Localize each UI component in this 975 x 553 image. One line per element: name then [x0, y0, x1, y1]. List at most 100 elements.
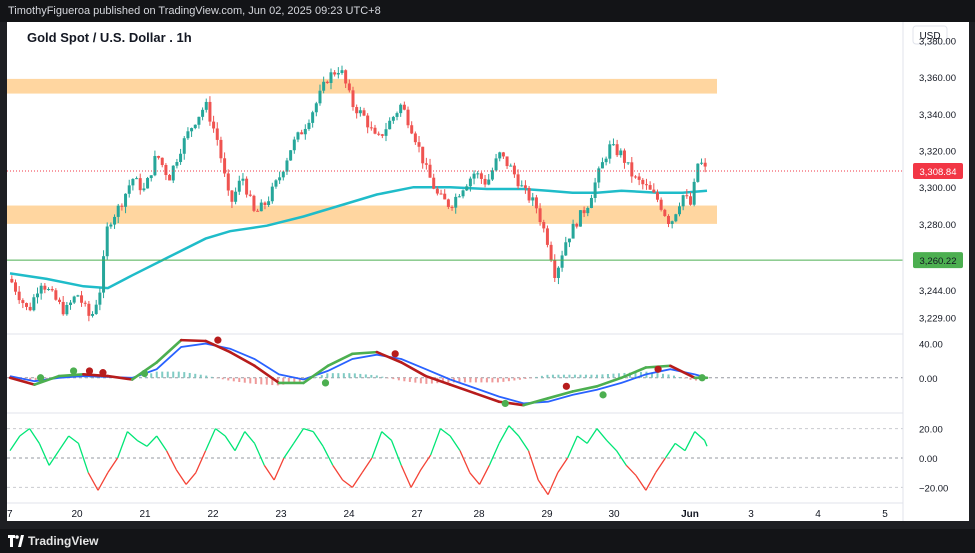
oscillator-pane[interactable]: [7, 336, 903, 408]
candle-body: [215, 128, 219, 140]
candle-body: [296, 132, 300, 140]
candle-body: [589, 197, 593, 209]
candle-body: [329, 72, 333, 83]
candle-body: [578, 210, 582, 227]
candle-body: [446, 199, 450, 207]
candle-body: [193, 124, 197, 129]
cross-marker[interactable]: [99, 369, 107, 377]
rsi-line-segment: [136, 439, 148, 447]
candle-body: [600, 162, 604, 169]
candle-body: [556, 267, 560, 278]
histogram-bar: [414, 377, 417, 383]
candle-body: [142, 188, 146, 191]
cross-marker[interactable]: [599, 391, 607, 399]
cross-marker[interactable]: [36, 374, 45, 382]
histogram-bar: [694, 377, 697, 381]
histogram-bar: [375, 375, 378, 378]
candle-body: [696, 163, 700, 182]
rsi-line-segment: [615, 450, 627, 466]
candle-body: [267, 201, 271, 206]
candle-body: [32, 297, 36, 311]
candle-body: [362, 110, 366, 116]
histogram-bar: [667, 374, 670, 378]
candle-body: [113, 216, 117, 225]
cross-marker[interactable]: [562, 382, 570, 390]
candle-body: [43, 285, 47, 290]
rsi-line-segment: [165, 450, 177, 471]
cross-marker[interactable]: [321, 379, 330, 387]
cross-marker[interactable]: [85, 367, 94, 375]
histogram-bar: [205, 375, 208, 378]
momentum-line-segment: [106, 374, 134, 381]
momentum-line-segment: [204, 339, 232, 354]
rsi-pane[interactable]: [7, 425, 903, 496]
rsi-line-segment: [645, 472, 657, 491]
time-tick-label: 30: [608, 509, 620, 520]
histogram-bar: [579, 374, 582, 378]
rsi-line-segment: [381, 431, 392, 441]
level-price-badge[interactable]: [913, 252, 963, 269]
histogram-bar: [210, 376, 213, 378]
candle-body: [340, 70, 344, 74]
candle-body: [314, 103, 318, 113]
candle-body: [666, 215, 670, 224]
time-axis[interactable]: 17 20 21 22 23 24 27 28 29 30 Jun 3 4 5: [1, 509, 888, 520]
candle-body: [523, 185, 527, 188]
candle-body: [179, 153, 183, 163]
candle-body: [637, 176, 641, 180]
candle-body: [494, 158, 498, 171]
price-pane[interactable]: Gold Spot / U.S. Dollar . 1h: [7, 30, 903, 322]
candle-body: [109, 224, 113, 227]
cross-marker[interactable]: [140, 369, 149, 378]
histogram-bar: [425, 377, 428, 384]
rsi-line-segment: [664, 442, 676, 459]
candle-body: [292, 139, 296, 151]
candle-body: [131, 178, 135, 186]
candle-body: [608, 144, 612, 159]
candle-body: [688, 196, 692, 205]
candle-body: [94, 304, 98, 315]
currency-box[interactable]: [912, 25, 948, 45]
candle-body: [171, 165, 175, 181]
candle-body: [692, 181, 696, 205]
last-price-badge[interactable]: [913, 162, 963, 179]
supply-demand-zone[interactable]: [7, 78, 717, 94]
histogram-bar: [463, 377, 466, 383]
cross-marker[interactable]: [501, 399, 509, 408]
candle-body: [186, 131, 190, 139]
candle-body: [373, 127, 377, 134]
cross-marker[interactable]: [654, 365, 662, 373]
candle-body: [270, 186, 274, 202]
histogram-bar: [364, 374, 367, 378]
candle-body: [127, 185, 131, 194]
candle-body: [83, 302, 87, 304]
rsi-line-segment: [508, 425, 520, 437]
chart-area[interactable]: Gold Spot / U.S. Dollar . 1h USD 3,229.0…: [1, 22, 969, 521]
cross-marker[interactable]: [214, 336, 222, 344]
candle-body: [120, 205, 124, 207]
candle-body: [633, 176, 637, 178]
price-axis[interactable]: USD 3,229.003,244.003,260.003,280.003,30…: [912, 25, 963, 494]
momentum-line-segment: [669, 364, 697, 380]
cross-marker[interactable]: [698, 374, 706, 382]
chart-svg[interactable]: Gold Spot / U.S. Dollar . 1h USD 3,229.0…: [1, 22, 969, 521]
chart-title: Gold Spot / U.S. Dollar . 1h: [27, 30, 192, 45]
candle-body: [285, 160, 289, 172]
rsi-line-segment: [175, 469, 187, 485]
price-tick-label: 3,360.00: [919, 73, 956, 84]
candle-body: [318, 90, 322, 104]
rsi-tick-label: 0.00: [919, 454, 938, 465]
histogram-bar: [188, 372, 191, 378]
histogram-bar: [227, 377, 230, 381]
candle-body: [472, 173, 476, 179]
time-tick-label: 22: [207, 509, 219, 520]
cross-marker[interactable]: [69, 367, 78, 375]
candle-body: [208, 101, 212, 122]
time-tick-label: 5: [882, 509, 888, 520]
rsi-line-segment: [332, 464, 344, 481]
histogram-bar: [606, 374, 609, 378]
candle-body: [237, 180, 241, 192]
histogram-bar: [172, 371, 175, 378]
time-tick-label: 28: [473, 509, 485, 520]
cross-marker[interactable]: [391, 350, 399, 358]
